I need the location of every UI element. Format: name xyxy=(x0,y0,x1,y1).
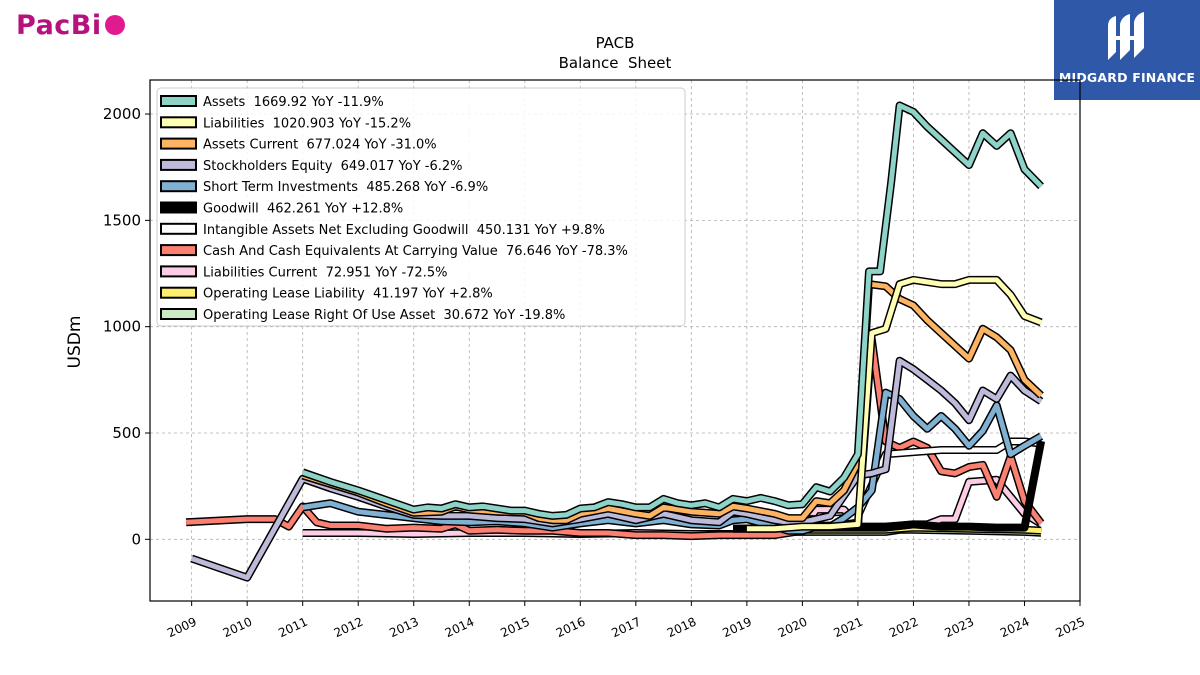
legend-label: Cash And Cash Equivalents At Carrying Va… xyxy=(203,244,628,259)
x-tick-label: 2023 xyxy=(942,615,976,641)
x-tick-label: 2022 xyxy=(887,615,921,641)
x-axis: 2009 2010 2011 2012 2013 2014 2015 2016 2017 2018… xyxy=(165,601,1087,640)
legend-box xyxy=(156,87,686,327)
legend-swatch xyxy=(160,308,197,320)
x-tick-label: 2019 xyxy=(720,615,754,641)
x-tick-label: 2009 xyxy=(165,615,199,641)
x-tick-label: 2014 xyxy=(443,615,477,641)
x-tick-label: 2021 xyxy=(831,615,865,641)
chart-title: PACB xyxy=(596,34,635,52)
x-tick-label: 2013 xyxy=(387,615,421,641)
x-tick-label: 2012 xyxy=(332,615,366,641)
x-tick-label: 2015 xyxy=(498,615,532,641)
series-line-cash-and-cash-equivalents-at-carrying-value xyxy=(185,336,1044,539)
legend-label: Short Term Investments 485.268 YoY -6.9% xyxy=(203,180,488,195)
legend-label: Assets Current 677.024 YoY -31.0% xyxy=(203,138,437,153)
legend-label: Operating Lease Liability 41.197 YoY +2.… xyxy=(203,287,493,302)
y-axis: 0 500 1000 1500 2000 xyxy=(103,105,150,548)
y-tick-label: 500 xyxy=(112,424,141,442)
y-tick-label: 0 xyxy=(131,530,141,548)
legend: Assets 1669.92 YoY -11.9% Liabilities 102… xyxy=(156,87,686,327)
chart-subtitle: Balance Sheet xyxy=(559,54,672,72)
x-tick-label: 2016 xyxy=(554,615,588,641)
midgard-logo-icon xyxy=(1108,12,1144,60)
legend-label: Assets 1669.92 YoY -11.9% xyxy=(203,95,384,110)
series-line-assets xyxy=(301,103,1043,519)
pacbio-logo: PacBi xyxy=(16,10,125,41)
x-tick-label: 2025 xyxy=(1054,615,1088,641)
legend-label: Stockholders Equity 649.017 YoY -6.2% xyxy=(203,159,463,174)
badge-name: MIDGARD FINANCE xyxy=(1058,70,1196,85)
y-axis-label: USDm xyxy=(65,316,85,369)
y-tick-label: 1000 xyxy=(103,318,141,336)
x-tick-label: 2017 xyxy=(609,615,643,641)
plot-frame xyxy=(149,79,1081,602)
x-tick-label: 2011 xyxy=(276,615,310,641)
legend-label: Operating Lease Right Of Use Asset 30.67… xyxy=(203,308,565,323)
legend-label: Liabilities Current 72.951 YoY -72.5% xyxy=(203,265,447,280)
legend-swatch xyxy=(160,222,197,235)
legend-label: Intangible Assets Net Excluding Goodwill… xyxy=(203,223,605,238)
series-group xyxy=(185,101,1046,582)
y-tick-label: 2000 xyxy=(103,105,141,123)
legend-swatch xyxy=(160,180,197,193)
series-line-liabilities xyxy=(746,277,1042,532)
legend-swatch xyxy=(160,286,197,299)
legend-swatch xyxy=(160,137,197,150)
legend-swatch xyxy=(160,265,197,278)
pacbio-logo-dot xyxy=(104,15,125,35)
pacbio-logo-text: PacBi xyxy=(16,10,102,41)
legend-swatch xyxy=(160,201,197,214)
midgard-finance-badge: MIDGARD FINANCE xyxy=(1054,0,1200,100)
legend-label: Liabilities 1020.903 YoY -15.2% xyxy=(203,116,411,131)
legend-swatch xyxy=(160,95,197,107)
x-tick-label: 2010 xyxy=(221,615,255,641)
legend-swatch xyxy=(160,158,197,171)
legend-swatch xyxy=(160,116,197,129)
y-tick-label: 1500 xyxy=(103,211,141,229)
legend-label: Goodwill 462.261 YoY +12.8% xyxy=(203,202,403,217)
x-tick-label: 2020 xyxy=(776,615,810,641)
x-tick-label: 2018 xyxy=(665,615,699,641)
legend-swatch xyxy=(160,244,197,257)
x-tick-label: 2024 xyxy=(998,615,1032,641)
